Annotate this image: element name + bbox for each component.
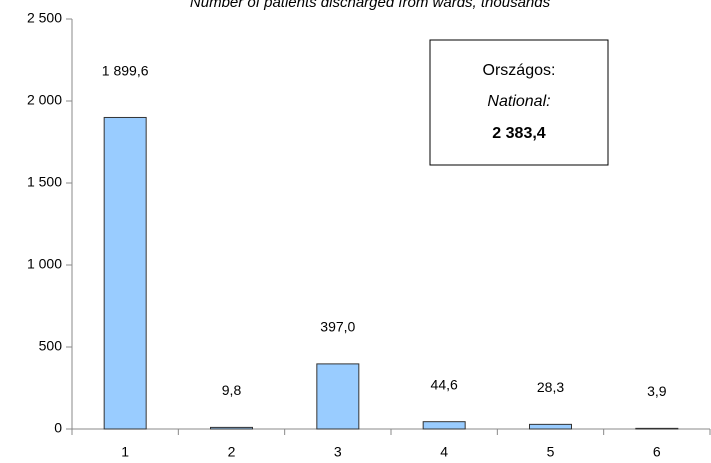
annotation-text: National:	[487, 93, 550, 110]
x-tick-label: 3	[334, 444, 342, 460]
x-tick-label: 6	[653, 444, 661, 460]
y-tick-label: 2 500	[27, 10, 62, 26]
annotation-total: 2 383,4	[492, 125, 545, 142]
annotation-text: Országos:	[483, 62, 556, 79]
bar	[316, 363, 360, 430]
data-label: 3,9	[647, 383, 667, 399]
annotation-box	[429, 39, 609, 166]
x-tick-label: 2	[228, 444, 236, 460]
bar	[210, 426, 253, 430]
y-tick-label: 1 000	[27, 256, 62, 272]
data-label: 9,8	[222, 382, 242, 398]
data-label: 397,0	[320, 319, 355, 335]
y-tick-label: 2 000	[27, 92, 62, 108]
bar	[635, 427, 679, 430]
bar	[529, 423, 572, 430]
y-tick-label: 500	[39, 338, 63, 354]
y-tick-label: 1 500	[27, 174, 62, 190]
data-label: 44,6	[431, 376, 458, 392]
data-label: 1 899,6	[102, 63, 149, 79]
data-label: 28,3	[537, 379, 564, 395]
x-tick-label: 4	[440, 444, 448, 460]
bar	[103, 116, 147, 430]
bar	[422, 421, 466, 430]
y-tick-label: 0	[54, 420, 62, 436]
x-tick-label: 5	[547, 444, 555, 460]
x-tick-label: 1	[121, 444, 129, 460]
chart-title: Number of patients discharged from wards…	[190, 0, 551, 11]
